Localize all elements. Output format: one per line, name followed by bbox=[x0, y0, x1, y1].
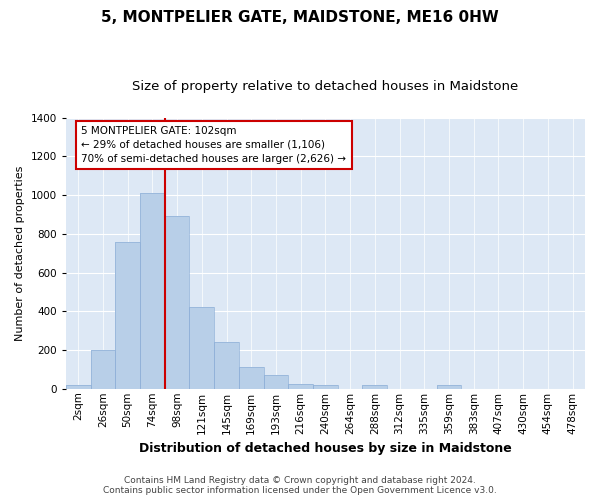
Bar bbox=[66, 385, 91, 389]
Bar bbox=[263, 375, 289, 389]
Text: 5 MONTPELIER GATE: 102sqm
← 29% of detached houses are smaller (1,106)
70% of se: 5 MONTPELIER GATE: 102sqm ← 29% of detac… bbox=[82, 126, 346, 164]
Bar bbox=[437, 385, 461, 389]
Bar bbox=[165, 216, 190, 389]
Bar bbox=[140, 194, 165, 389]
Bar bbox=[165, 216, 190, 389]
Bar bbox=[239, 368, 263, 389]
Bar bbox=[362, 385, 387, 389]
Text: Contains HM Land Registry data © Crown copyright and database right 2024.
Contai: Contains HM Land Registry data © Crown c… bbox=[103, 476, 497, 495]
Bar bbox=[190, 306, 214, 389]
Bar bbox=[91, 350, 115, 389]
Bar bbox=[313, 385, 338, 389]
Bar bbox=[66, 385, 91, 389]
Text: 5, MONTPELIER GATE, MAIDSTONE, ME16 0HW: 5, MONTPELIER GATE, MAIDSTONE, ME16 0HW bbox=[101, 10, 499, 25]
Bar bbox=[115, 242, 140, 389]
Y-axis label: Number of detached properties: Number of detached properties bbox=[15, 166, 25, 341]
Bar bbox=[313, 385, 338, 389]
Bar bbox=[263, 375, 289, 389]
Bar bbox=[140, 194, 165, 389]
Bar bbox=[239, 368, 263, 389]
Bar bbox=[214, 342, 239, 389]
Bar bbox=[91, 350, 115, 389]
X-axis label: Distribution of detached houses by size in Maidstone: Distribution of detached houses by size … bbox=[139, 442, 512, 455]
Bar bbox=[362, 385, 387, 389]
Bar bbox=[214, 342, 239, 389]
Bar bbox=[190, 306, 214, 389]
Bar bbox=[289, 384, 313, 389]
Bar bbox=[289, 384, 313, 389]
Bar bbox=[115, 242, 140, 389]
Bar bbox=[437, 385, 461, 389]
Title: Size of property relative to detached houses in Maidstone: Size of property relative to detached ho… bbox=[132, 80, 518, 93]
